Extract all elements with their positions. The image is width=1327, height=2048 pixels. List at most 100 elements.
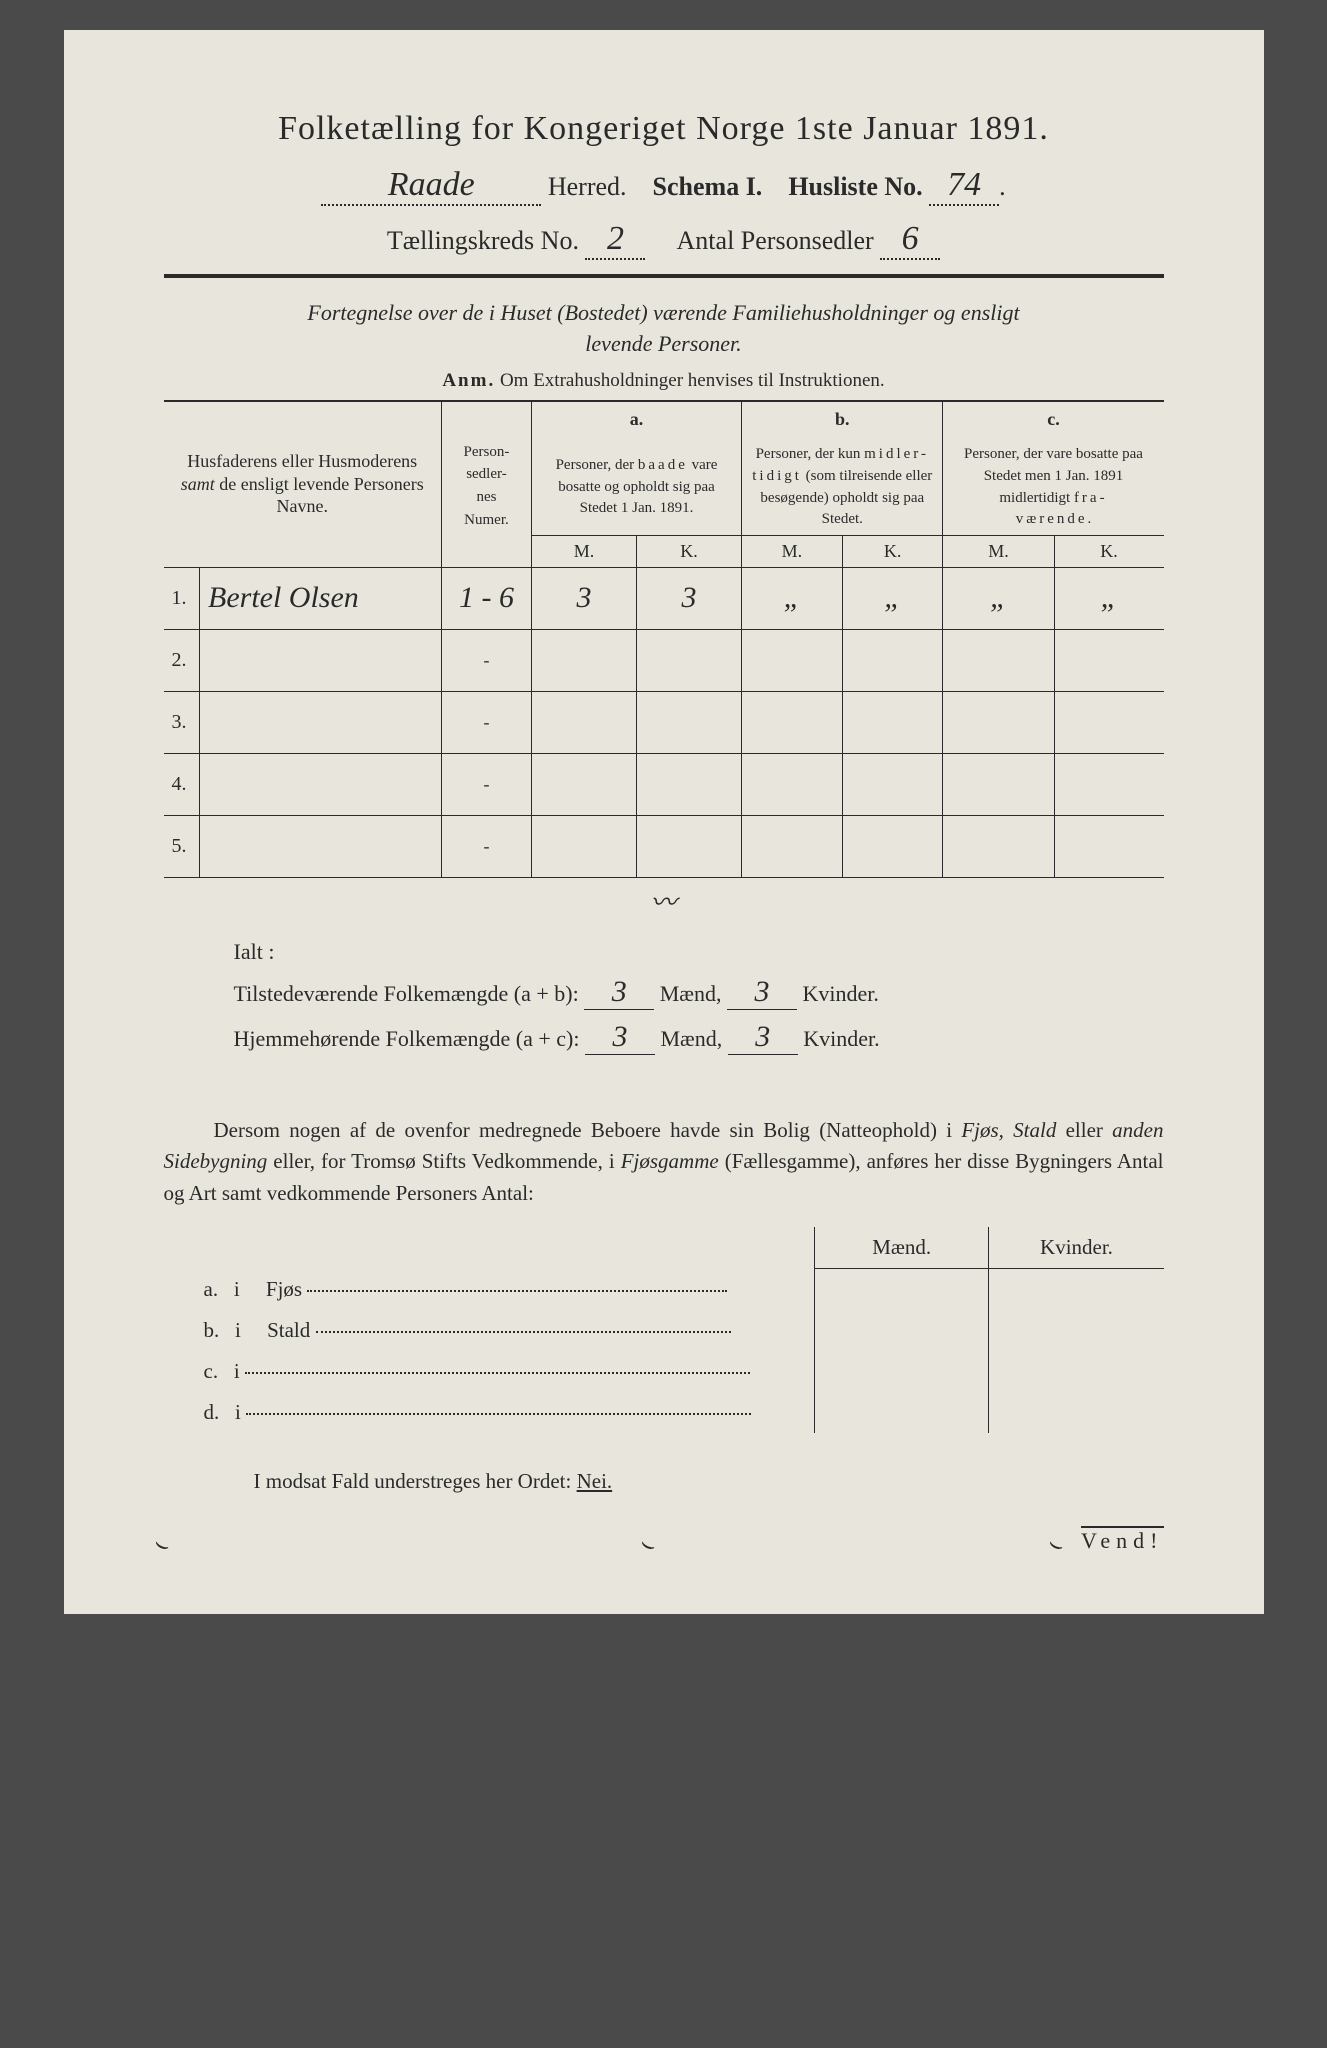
vend-footer: Vend! (1081, 1526, 1164, 1554)
table-row: 2. - (164, 629, 1164, 691)
row-numer: - (441, 815, 531, 877)
kreds-label: Tællingskreds No. (387, 226, 579, 255)
ialt-r2-m: 3 (585, 1020, 655, 1055)
sub-i: i (235, 1400, 241, 1424)
col-a-tag: a. (630, 409, 644, 429)
cell: 3 (682, 581, 697, 614)
row-numer: - (441, 691, 531, 753)
col-c-k: K. (1054, 536, 1163, 568)
table-row: 3. - (164, 691, 1164, 753)
row-numer: - (441, 629, 531, 691)
anm-prefix: Anm. (442, 370, 495, 391)
ialt-maend2: Mænd, (660, 1026, 722, 1051)
sub-row: b. i Stald (164, 1310, 1164, 1351)
header-line-2: Raade Herred. Schema I. Husliste No. 74. (164, 166, 1164, 206)
row-name (200, 815, 442, 877)
antal-value: 6 (880, 220, 940, 260)
schema-label: Schema I. (653, 172, 763, 201)
sub-label: Fjøs (266, 1277, 302, 1301)
row-name: Bertel Olsen (208, 581, 359, 614)
row-numer: 1 - 6 (459, 581, 514, 614)
col-a-m: M. (531, 536, 636, 568)
bolig-paragraph: Dersom nogen af de ovenfor medregnede Be… (164, 1115, 1164, 1210)
row-numer: - (441, 753, 531, 815)
divider-thick (164, 274, 1164, 278)
census-form-page: Folketælling for Kongeriget Norge 1ste J… (64, 30, 1264, 1614)
page-title: Folketælling for Kongeriget Norge 1ste J… (164, 110, 1164, 148)
subtitle-line2: levende Personer. (585, 331, 741, 356)
modsat-line: I modsat Fald understreges her Ordet: Ne… (164, 1469, 1164, 1494)
sub-row: c. i (164, 1351, 1164, 1392)
header-line-3: Tællingskreds No. 2 Antal Personsedler 6 (164, 220, 1164, 260)
modsat-pre: I modsat Fald understreges her Ordet: (254, 1469, 577, 1493)
cell: „ (784, 581, 801, 614)
ialt-label: Ialt : (234, 939, 1164, 965)
sub-row: d. i (164, 1392, 1164, 1433)
husliste-value: 74 (929, 166, 999, 206)
col-names-header: Husfaderens eller Husmoderens samt de en… (181, 451, 424, 516)
col-c-header: Personer, der vare bosatte paa Stedet me… (943, 436, 1164, 536)
ialt-r1-k: 3 (727, 975, 797, 1010)
sub-h-maend: Mænd. (814, 1227, 989, 1269)
ialt-row-2: Hjemmehørende Folkemængde (a + c): 3 Mæn… (234, 1020, 1164, 1055)
col-b-k: K. (842, 536, 943, 568)
cell: „ (990, 581, 1007, 614)
sub-table: Mænd. Kvinder. a. i Fjøs b. i Stald (164, 1227, 1164, 1433)
binding-mark-icon: ⌣ (635, 1530, 661, 1561)
herred-value: Raade (321, 166, 541, 206)
squiggle-mark: 〰 (164, 878, 1164, 929)
sub-h-kvinder: Kvinder. (989, 1227, 1164, 1269)
sub-tag: a. (204, 1277, 219, 1301)
subtitle-line1: Fortegnelse over de i Huset (Bostedet) v… (307, 300, 1019, 325)
samt-word: samt (181, 474, 215, 494)
kreds-value: 2 (585, 220, 645, 260)
row-num: 1. (164, 567, 200, 629)
sub-tag: c. (204, 1359, 219, 1383)
sub-i: i (235, 1318, 241, 1342)
ialt-block: Ialt : Tilstedeværende Folkemængde (a + … (234, 939, 1164, 1055)
anm-text: Om Extrahusholdninger henvises til Instr… (500, 370, 885, 391)
cell: „ (1101, 581, 1118, 614)
col-numer-header: Person-sedler-nesNumer. (441, 402, 531, 568)
main-table: Husfaderens eller Husmoderens samt de en… (164, 402, 1164, 878)
ialt-maend: Mænd, (660, 981, 722, 1006)
husliste-label: Husliste No. (788, 172, 922, 201)
ialt-row-1: Tilstedeværende Folkemængde (a + b): 3 M… (234, 975, 1164, 1010)
table-row: 4. - (164, 753, 1164, 815)
modsat-nei: Nei. (577, 1469, 613, 1493)
anm-line: Anm. Om Extrahusholdninger henvises til … (164, 370, 1164, 392)
row-num: 3. (164, 691, 200, 753)
col-c-m: M. (943, 536, 1054, 568)
row-num: 4. (164, 753, 200, 815)
sub-row: a. i Fjøs (164, 1269, 1164, 1310)
ialt-row2-label: Hjemmehørende Folkemængde (a + c): (234, 1026, 580, 1051)
ialt-kvinder: Kvinder. (802, 981, 878, 1006)
sub-tag: d. (204, 1400, 220, 1424)
table-row: 5. - (164, 815, 1164, 877)
row-num: 5. (164, 815, 200, 877)
herred-label: Herred. (548, 172, 627, 201)
col-a-header: Personer, der baade vare bosatte og opho… (531, 436, 741, 536)
binding-mark-icon: ⌣ (1043, 1530, 1069, 1561)
cell: 3 (576, 581, 591, 614)
ialt-kvinder2: Kvinder. (803, 1026, 879, 1051)
sub-label: Stald (267, 1318, 310, 1342)
cell: „ (884, 581, 901, 614)
sub-tag: b. (204, 1318, 220, 1342)
binding-mark-icon: ⌣ (149, 1530, 175, 1561)
antal-label: Antal Personsedler (677, 226, 874, 255)
subtitle: Fortegnelse over de i Huset (Bostedet) v… (164, 298, 1164, 360)
sub-i: i (234, 1359, 240, 1383)
ialt-r1-m: 3 (584, 975, 654, 1010)
row-num: 2. (164, 629, 200, 691)
table-row: 1. Bertel Olsen 1 - 6 3 3 „ „ „ „ (164, 567, 1164, 629)
col-b-m: M. (742, 536, 843, 568)
col-b-tag: b. (835, 409, 850, 429)
col-a-k: K. (637, 536, 742, 568)
ialt-row1-label: Tilstedeværende Folkemængde (a + b): (234, 981, 579, 1006)
sub-i: i (234, 1277, 240, 1301)
row-name (200, 691, 442, 753)
ialt-r2-k: 3 (728, 1020, 798, 1055)
row-name (200, 753, 442, 815)
col-b-header: Personer, der kun midler-tidigt (som til… (742, 436, 943, 536)
